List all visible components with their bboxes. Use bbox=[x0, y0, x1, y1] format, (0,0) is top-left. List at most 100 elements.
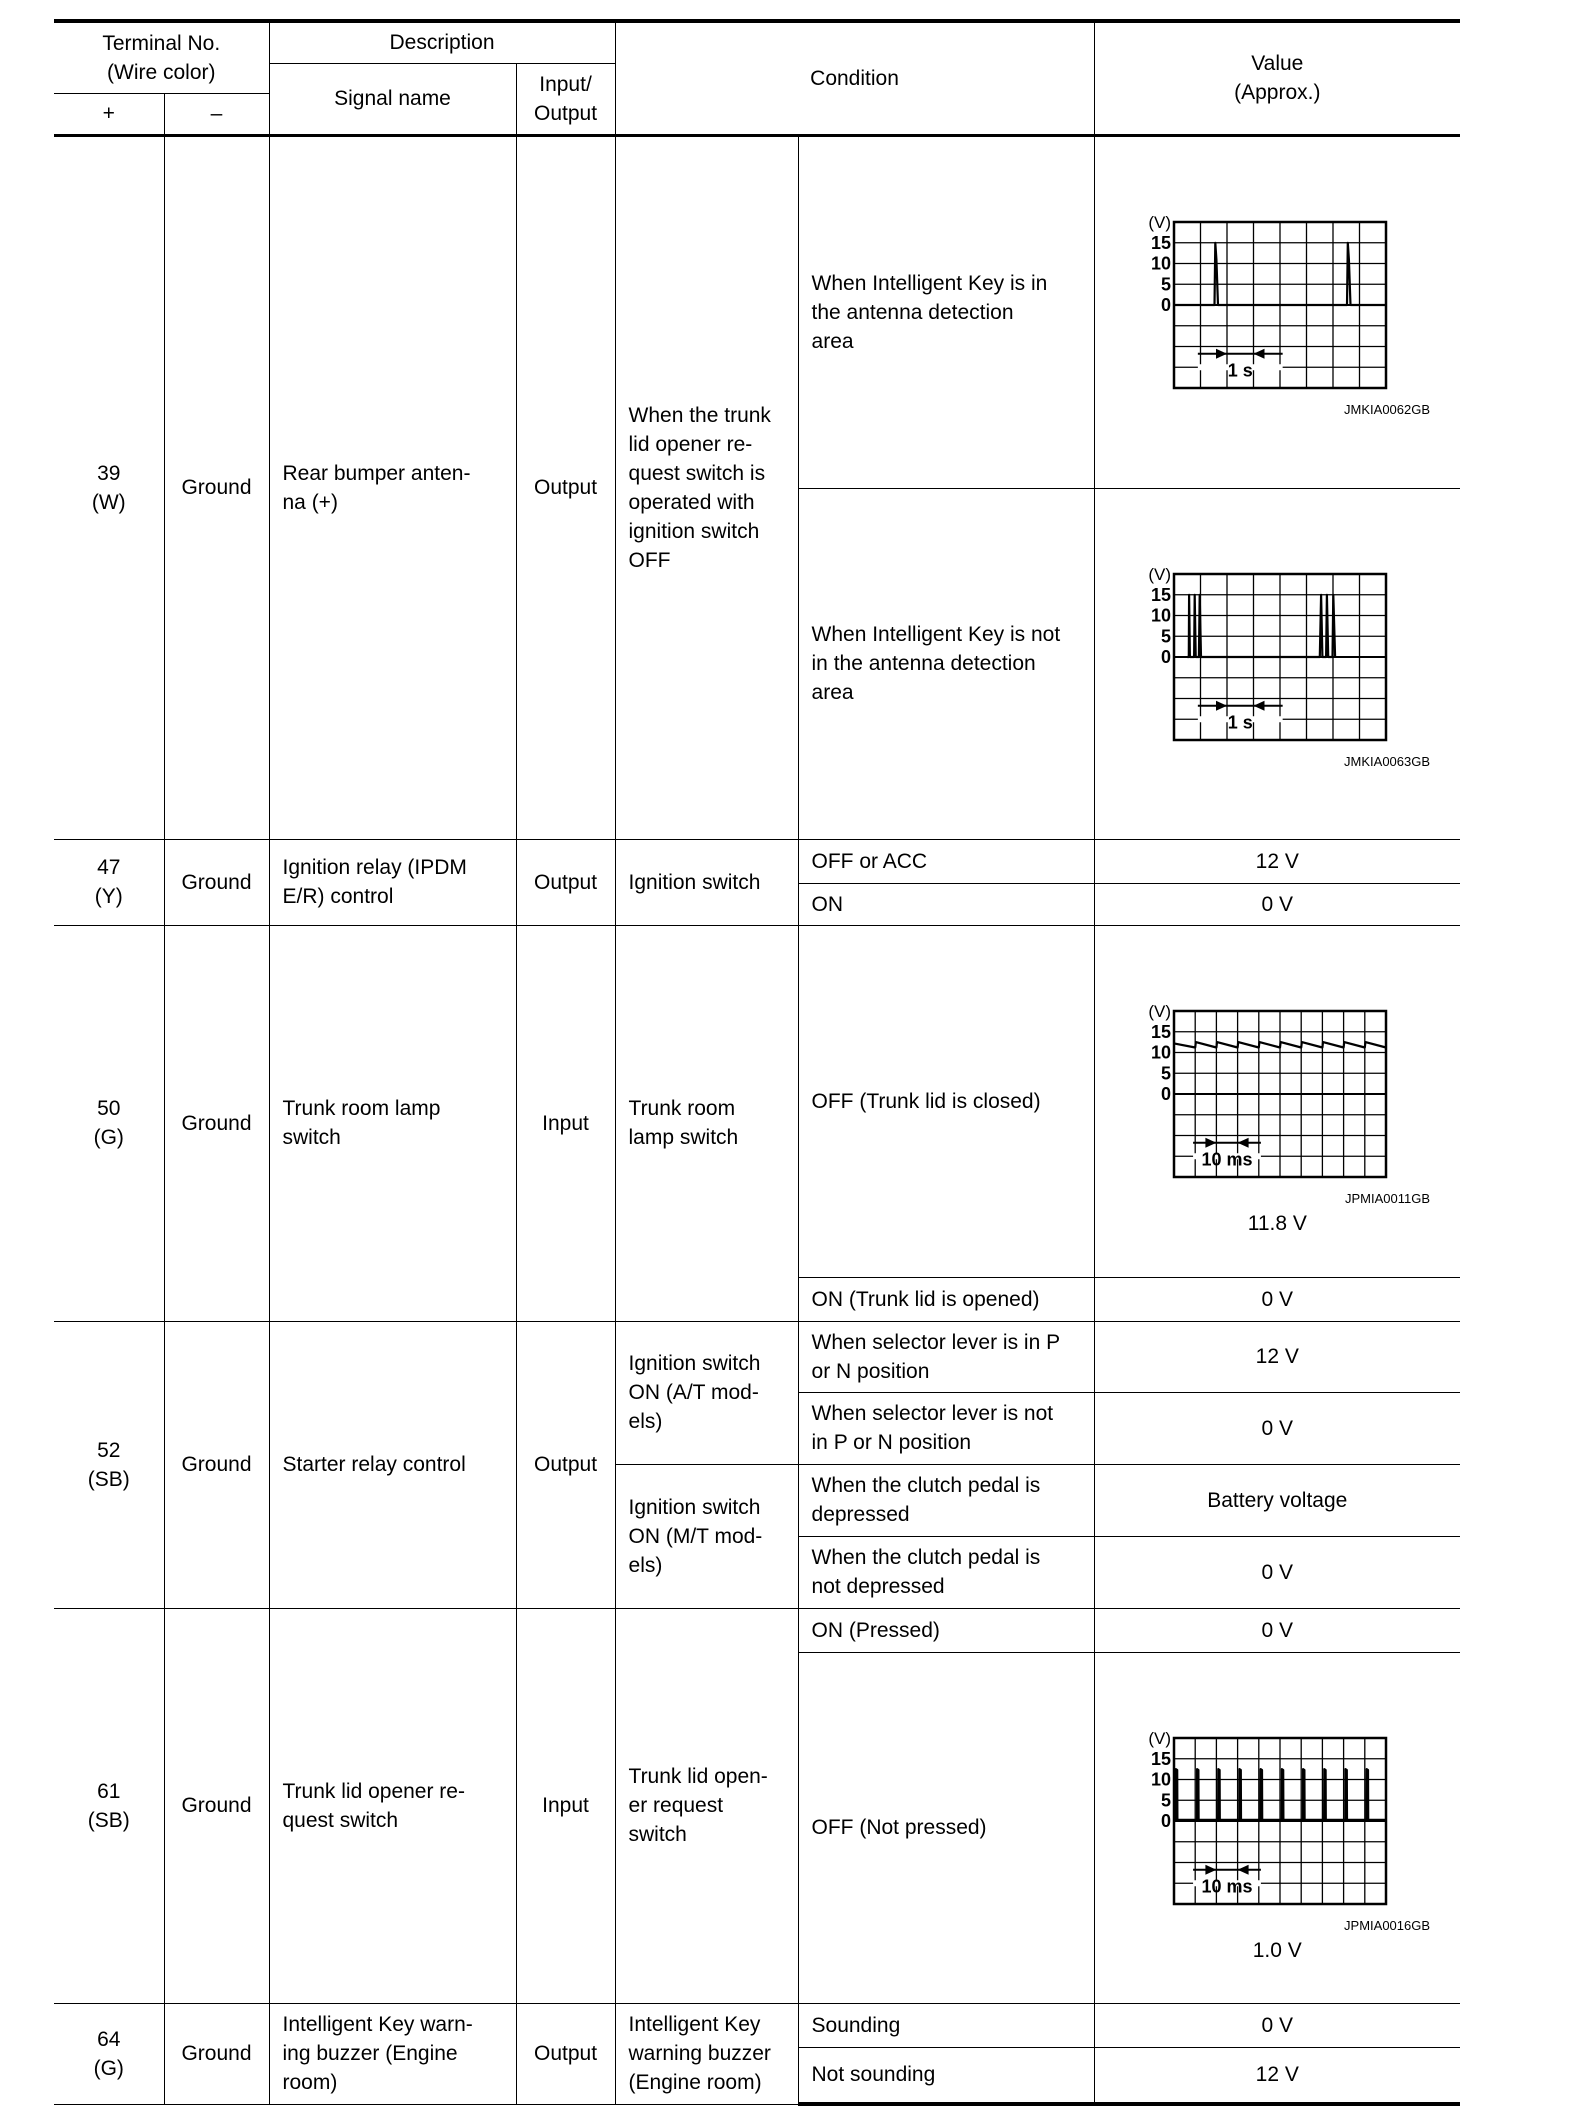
sub-condition: OFF (Not pressed) bbox=[797, 1651, 1095, 2004]
scale-arrow-left bbox=[1215, 700, 1227, 711]
value: 12 V bbox=[1093, 838, 1461, 884]
ground-terminal: Ground bbox=[163, 1607, 270, 2004]
value: 1.0 V bbox=[1252, 1938, 1302, 1962]
terminal-number: 39 (W) bbox=[54, 134, 165, 840]
input-output: Input bbox=[515, 1607, 616, 2004]
scale-arrow-left bbox=[1204, 1864, 1216, 1875]
y-tick-label: 0 bbox=[1161, 295, 1171, 315]
input-output: Output bbox=[515, 838, 616, 926]
ground-terminal: Ground bbox=[163, 838, 270, 926]
terminal-number: 50 (G) bbox=[54, 924, 165, 1322]
ground-terminal: Ground bbox=[163, 924, 270, 1322]
waveform-trace bbox=[1186, 593, 1336, 658]
value: 0 V bbox=[1093, 1535, 1461, 1609]
input-output: Output bbox=[515, 1320, 616, 1609]
value: 12 V bbox=[1093, 2046, 1461, 2106]
input-output: Output bbox=[515, 2002, 616, 2105]
y-tick-label: 5 bbox=[1161, 274, 1171, 294]
y-tick-label: 0 bbox=[1161, 647, 1171, 667]
value-cell: (V) 0 5 10 15 1 s JMKIA0063GB bbox=[1093, 487, 1461, 840]
sub-condition: When the clutch pedal is depressed bbox=[797, 1463, 1095, 1537]
y-tick-label: 10 bbox=[1151, 1042, 1171, 1062]
ground-terminal: Ground bbox=[163, 134, 270, 840]
ground-terminal: Ground bbox=[163, 2002, 270, 2105]
value: 11.8 V bbox=[1247, 1211, 1307, 1235]
scale-label: 10 ms bbox=[1201, 1876, 1252, 1896]
scale-arrow-right bbox=[1253, 348, 1265, 359]
sub-condition: When selector lever is not in P or N pos… bbox=[797, 1391, 1095, 1465]
terminal-number: 64 (G) bbox=[54, 2002, 165, 2105]
value: 12 V bbox=[1093, 1320, 1461, 1393]
input-output: Output bbox=[515, 134, 616, 840]
condition: Intelligent Key warning buzzer (Engine r… bbox=[614, 2002, 799, 2105]
value: 0 V bbox=[1093, 2002, 1461, 2048]
signal-name: Trunk room lamp switch bbox=[268, 924, 517, 1322]
sub-condition: OFF or ACC bbox=[797, 838, 1095, 884]
scale-arrow-left bbox=[1215, 348, 1227, 359]
waveform-trace bbox=[1173, 1040, 1386, 1049]
table-row: 39 (W) Ground Rear bumper anten- na (+) … bbox=[54, 134, 1461, 840]
header-condition: Condition bbox=[614, 19, 1095, 137]
y-axis-unit: (V) bbox=[1148, 1729, 1171, 1748]
scale-label-background bbox=[1197, 715, 1283, 722]
signal-name: Rear bumper anten- na (+) bbox=[268, 134, 517, 840]
header-value: Value (Approx.) bbox=[1093, 19, 1461, 137]
header-signal-name: Signal name bbox=[268, 62, 517, 137]
header-minus: – bbox=[163, 92, 270, 137]
condition: Ignition switch ON (A/T mod- els) bbox=[614, 1320, 799, 1465]
y-axis-unit: (V) bbox=[1148, 213, 1171, 232]
table-row: 50 (G) Ground Trunk room lamp switch Inp… bbox=[54, 924, 1461, 1322]
condition: Trunk room lamp switch bbox=[614, 924, 799, 1322]
condition: Trunk lid open- er request switch bbox=[614, 1607, 799, 2004]
value: Battery voltage bbox=[1093, 1463, 1461, 1537]
terminal-number: 47 (Y) bbox=[54, 838, 165, 926]
sub-condition: ON bbox=[797, 882, 1095, 926]
sub-condition: When Intelligent Key is not in the anten… bbox=[797, 487, 1095, 840]
sub-condition: When Intelligent Key is in the antenna d… bbox=[797, 134, 1095, 489]
scale-label: 10 ms bbox=[1201, 1149, 1252, 1169]
table-row: 47 (Y) Ground Ignition relay (IPDM E/R) … bbox=[54, 838, 1461, 926]
y-tick-label: 15 bbox=[1151, 1748, 1171, 1768]
figure-code: JMKIA0063GB bbox=[1344, 753, 1431, 769]
value: 0 V bbox=[1093, 1391, 1461, 1465]
y-tick-label: 10 bbox=[1151, 605, 1171, 625]
waveform-trace bbox=[1173, 1767, 1386, 1821]
y-tick-label: 15 bbox=[1151, 584, 1171, 604]
signal-name: Starter relay control bbox=[268, 1320, 517, 1609]
scale-arrow-right bbox=[1237, 1864, 1249, 1875]
value-cell: (V) 0 5 10 15 1 s JMKIA0062GB bbox=[1093, 134, 1461, 489]
signal-name: Ignition relay (IPDM E/R) control bbox=[268, 838, 517, 926]
value-cell: (V) 0 5 10 15 10 ms JPMIA0011GB 11.8 V bbox=[1093, 924, 1461, 1278]
value: 0 V bbox=[1093, 1607, 1461, 1653]
header-description: Description bbox=[268, 19, 616, 64]
scale-label-background bbox=[1197, 363, 1283, 370]
scale-arrow-left bbox=[1204, 1137, 1216, 1148]
condition: Ignition switch ON (M/T mod- els) bbox=[614, 1463, 799, 1609]
y-tick-label: 5 bbox=[1161, 1063, 1171, 1083]
condition: Ignition switch bbox=[614, 838, 799, 926]
scale-label-background bbox=[1192, 1879, 1261, 1886]
y-axis-unit: (V) bbox=[1148, 1002, 1171, 1021]
scale-arrow-right bbox=[1237, 1137, 1249, 1148]
input-output: Input bbox=[515, 924, 616, 1322]
header-input-output: Input/ Output bbox=[515, 62, 616, 137]
terminal-number: 52 (SB) bbox=[54, 1320, 165, 1609]
y-tick-label: 10 bbox=[1151, 253, 1171, 273]
signal-name: Intelligent Key warn- ing buzzer (Engine… bbox=[268, 2002, 517, 2105]
y-tick-label: 0 bbox=[1161, 1811, 1171, 1831]
condition: When the trunk lid opener re- quest swit… bbox=[614, 134, 799, 840]
figure-code: JPMIA0011GB bbox=[1345, 1190, 1431, 1206]
y-axis-unit: (V) bbox=[1148, 565, 1171, 584]
terminal-spec-table: Terminal No. (Wire color) Description Co… bbox=[54, 19, 1461, 2106]
y-tick-label: 10 bbox=[1151, 1769, 1171, 1789]
sub-condition: When selector lever is in P or N positio… bbox=[797, 1320, 1095, 1393]
table-row: 52 (SB) Ground Starter relay control Out… bbox=[54, 1320, 1461, 1609]
scale-label: 1 s bbox=[1227, 360, 1252, 380]
value: 0 V bbox=[1093, 882, 1461, 926]
sub-condition: Sounding bbox=[797, 2002, 1095, 2048]
y-tick-label: 5 bbox=[1161, 626, 1171, 646]
